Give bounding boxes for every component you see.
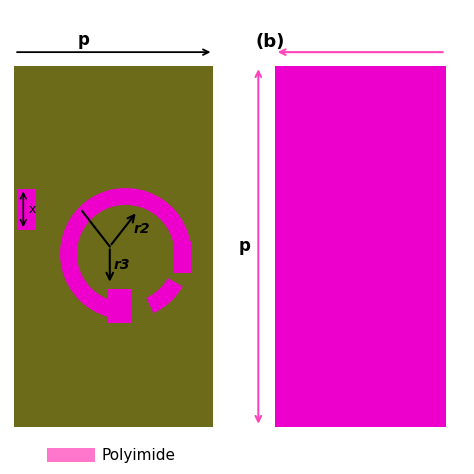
- Text: x: x: [28, 203, 36, 216]
- Text: p: p: [78, 30, 90, 48]
- Bar: [173, 241, 192, 273]
- Bar: [108, 289, 132, 323]
- Text: Polyimide: Polyimide: [102, 447, 176, 463]
- Wedge shape: [146, 278, 182, 313]
- Bar: [18, 189, 35, 230]
- Bar: [14, 66, 213, 427]
- Wedge shape: [60, 188, 191, 317]
- Text: (b): (b): [256, 33, 285, 51]
- Text: p: p: [239, 237, 251, 255]
- Text: r2: r2: [134, 222, 150, 236]
- Bar: [275, 66, 446, 427]
- Text: r3: r3: [114, 257, 130, 272]
- Bar: [47, 448, 95, 462]
